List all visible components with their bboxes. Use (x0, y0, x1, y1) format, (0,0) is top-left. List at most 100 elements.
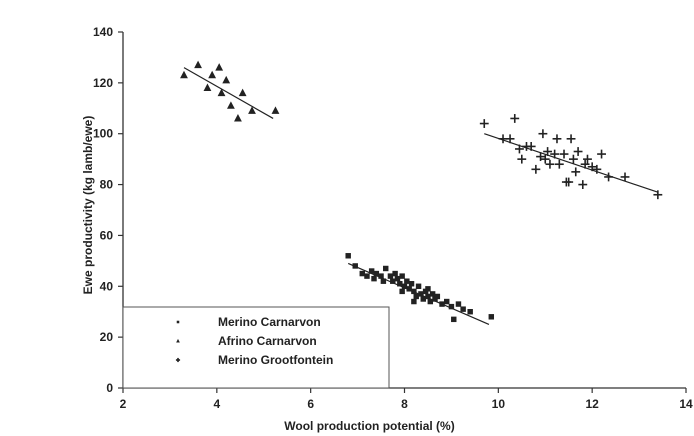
square-marker (411, 298, 417, 305)
square-marker (397, 281, 403, 287)
square-marker (467, 308, 473, 315)
triangle-marker (234, 114, 242, 122)
plus-marker (573, 147, 583, 156)
square-marker (425, 286, 431, 292)
square-marker (345, 253, 351, 259)
y-tick-label: 40 (100, 279, 114, 293)
square-marker (420, 296, 426, 302)
square-marker (380, 278, 387, 284)
plus-marker (653, 190, 663, 200)
x-tick-label: 10 (492, 397, 506, 411)
square-marker (401, 283, 408, 290)
legend-entry-label: Afrino Carnarvon (218, 334, 317, 348)
series-plus (479, 114, 663, 200)
plus-marker (505, 134, 515, 144)
data-marks (180, 60, 663, 325)
plus-marker (571, 167, 581, 177)
plus-marker (515, 144, 524, 154)
y-tick-label: 20 (100, 330, 114, 344)
square-marker (425, 293, 431, 300)
plus-marker (564, 177, 574, 187)
square-marker (451, 316, 457, 323)
y-tick-label: 120 (93, 76, 113, 90)
triangle-marker (217, 88, 226, 97)
plus-marker (604, 172, 614, 182)
square-marker (448, 303, 455, 310)
square-marker (439, 301, 445, 307)
square-marker (408, 281, 415, 287)
square-marker (455, 301, 462, 307)
plus-marker (517, 154, 527, 164)
regression-line (183, 67, 274, 119)
plus-marker (538, 129, 548, 139)
legend-box (122, 306, 390, 389)
square-marker (460, 306, 466, 312)
plus-marker (566, 134, 576, 144)
plus-marker (510, 114, 520, 123)
square-marker (488, 314, 495, 320)
plus-marker (578, 180, 588, 189)
square-marker (406, 286, 412, 292)
square-marker (399, 273, 405, 279)
plus-marker (597, 149, 606, 159)
square-marker (413, 293, 419, 300)
y-tick-label: 100 (93, 127, 113, 141)
x-tick-label: 4 (213, 397, 220, 411)
square-marker (371, 275, 377, 282)
triangle-marker (226, 101, 235, 109)
square-marker (364, 273, 370, 279)
square-marker (411, 288, 417, 295)
square-marker (392, 270, 398, 277)
triangle-marker (238, 88, 247, 97)
plus-marker (559, 149, 569, 159)
square-marker (415, 283, 422, 290)
series-square (345, 253, 495, 325)
square-marker (390, 278, 396, 284)
x-axis-title: Wool production potential (%) (284, 419, 454, 433)
y-tick-label: 140 (93, 25, 113, 39)
triangle-marker (180, 70, 188, 79)
square-marker (176, 320, 180, 324)
square-marker (399, 288, 405, 295)
triangle-marker (208, 70, 217, 79)
triangle-marker (248, 106, 256, 114)
x-tick-label: 14 (679, 397, 693, 411)
plus-marker (568, 154, 578, 164)
legend-entry-label: Merino Carnarvon (218, 315, 321, 329)
x-tick-label: 8 (401, 397, 408, 411)
plus-marker (175, 357, 181, 363)
plus-marker (540, 154, 550, 164)
plus-marker (531, 164, 541, 174)
square-marker (352, 263, 358, 269)
plus-marker (543, 147, 553, 156)
plus-marker (554, 159, 564, 169)
plus-marker (536, 152, 545, 162)
triangle-marker (215, 63, 224, 71)
y-tick-label: 0 (106, 381, 113, 395)
square-marker (394, 275, 401, 282)
series-triangle (180, 60, 280, 122)
triangle-marker (194, 60, 202, 69)
plus-marker (587, 162, 597, 172)
x-tick-label: 12 (585, 397, 599, 411)
x-tick-label: 2 (120, 397, 127, 411)
plus-marker (620, 172, 630, 182)
square-marker (359, 270, 365, 277)
square-marker (444, 298, 450, 305)
square-marker (429, 291, 436, 297)
x-tick-label: 6 (307, 397, 314, 411)
legend: Merino Carnarvon Afrino Carnarvon Merino G… (122, 306, 390, 389)
square-marker (418, 291, 424, 297)
triangle-marker (222, 75, 231, 84)
plus-marker (526, 142, 536, 151)
square-marker (383, 265, 389, 272)
plus-marker (592, 164, 602, 174)
square-marker (373, 270, 380, 277)
plus-marker (552, 134, 562, 144)
square-marker (387, 273, 394, 279)
square-marker (404, 278, 410, 284)
triangle-marker (271, 106, 280, 114)
y-axis-title: Ewe productivity (kg lamb/ewe) (81, 116, 95, 295)
y-tick-label: 60 (100, 228, 114, 242)
